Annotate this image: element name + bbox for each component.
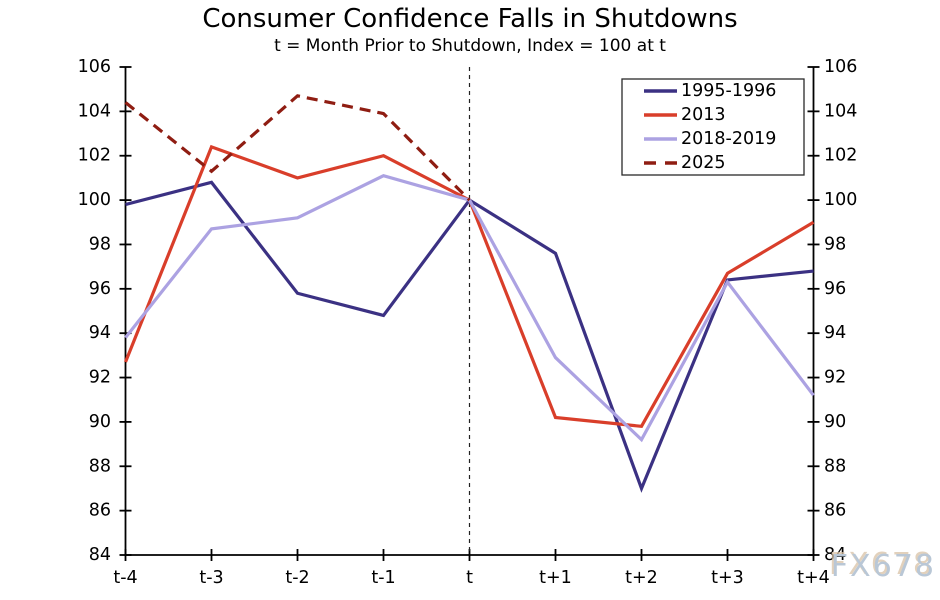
y-tick-label-right: 106 — [824, 57, 857, 77]
y-tick-label-right: 100 — [824, 190, 857, 210]
y-tick-label-right: 94 — [824, 323, 846, 343]
y-tick-label-left: 90 — [89, 412, 111, 432]
legend-label-1995-1996: 1995-1996 — [681, 81, 776, 101]
y-tick-label-left: 106 — [78, 57, 111, 77]
watermark: FX678 — [830, 549, 936, 584]
series-line-2025 — [124, 94, 471, 202]
y-tick-label-left: 102 — [78, 146, 111, 166]
legend-label-2025: 2025 — [681, 153, 726, 173]
x-tick-label: t — [466, 568, 473, 588]
y-tick-label-left: 94 — [89, 323, 111, 343]
y-tick-label-left: 100 — [78, 190, 111, 210]
y-tick-label-left: 86 — [89, 501, 111, 521]
y-tick-label-left: 98 — [89, 234, 111, 254]
y-tick-label-left: 104 — [78, 101, 111, 121]
x-tick-label: t-3 — [199, 568, 223, 588]
y-tick-label-left: 88 — [89, 456, 111, 476]
legend-box — [621, 78, 805, 176]
x-tick-label: t-4 — [113, 568, 137, 588]
y-tick-label-right: 84 — [824, 545, 846, 565]
y-tick-label-right: 102 — [824, 146, 857, 166]
x-tick-label: t-2 — [285, 568, 309, 588]
x-tick-label: t-1 — [371, 568, 395, 588]
y-tick-label-left: 96 — [89, 279, 111, 299]
y-tick-label-right: 98 — [824, 234, 846, 254]
y-tick-label-right: 88 — [824, 456, 846, 476]
chart-subtitle: t = Month Prior to Shutdown, Index = 100… — [274, 36, 666, 56]
legend-label-2013: 2013 — [681, 105, 726, 125]
x-tick-label: t+2 — [625, 568, 658, 588]
chart-title: Consumer Confidence Falls in Shutdowns — [202, 4, 738, 34]
y-tick-label-right: 96 — [824, 279, 846, 299]
x-tick-label: t+3 — [711, 568, 744, 588]
y-tick-label-right: 92 — [824, 368, 846, 388]
y-tick-label-left: 92 — [89, 368, 111, 388]
y-tick-label-right: 104 — [824, 101, 857, 121]
legend-label-2018-2019: 2018-2019 — [681, 129, 776, 149]
y-tick-label-left: 84 — [89, 545, 111, 565]
x-tick-label: t+4 — [797, 568, 830, 588]
y-tick-label-right: 90 — [824, 412, 846, 432]
x-tick-label: t+1 — [539, 568, 572, 588]
y-tick-label-right: 86 — [824, 501, 846, 521]
